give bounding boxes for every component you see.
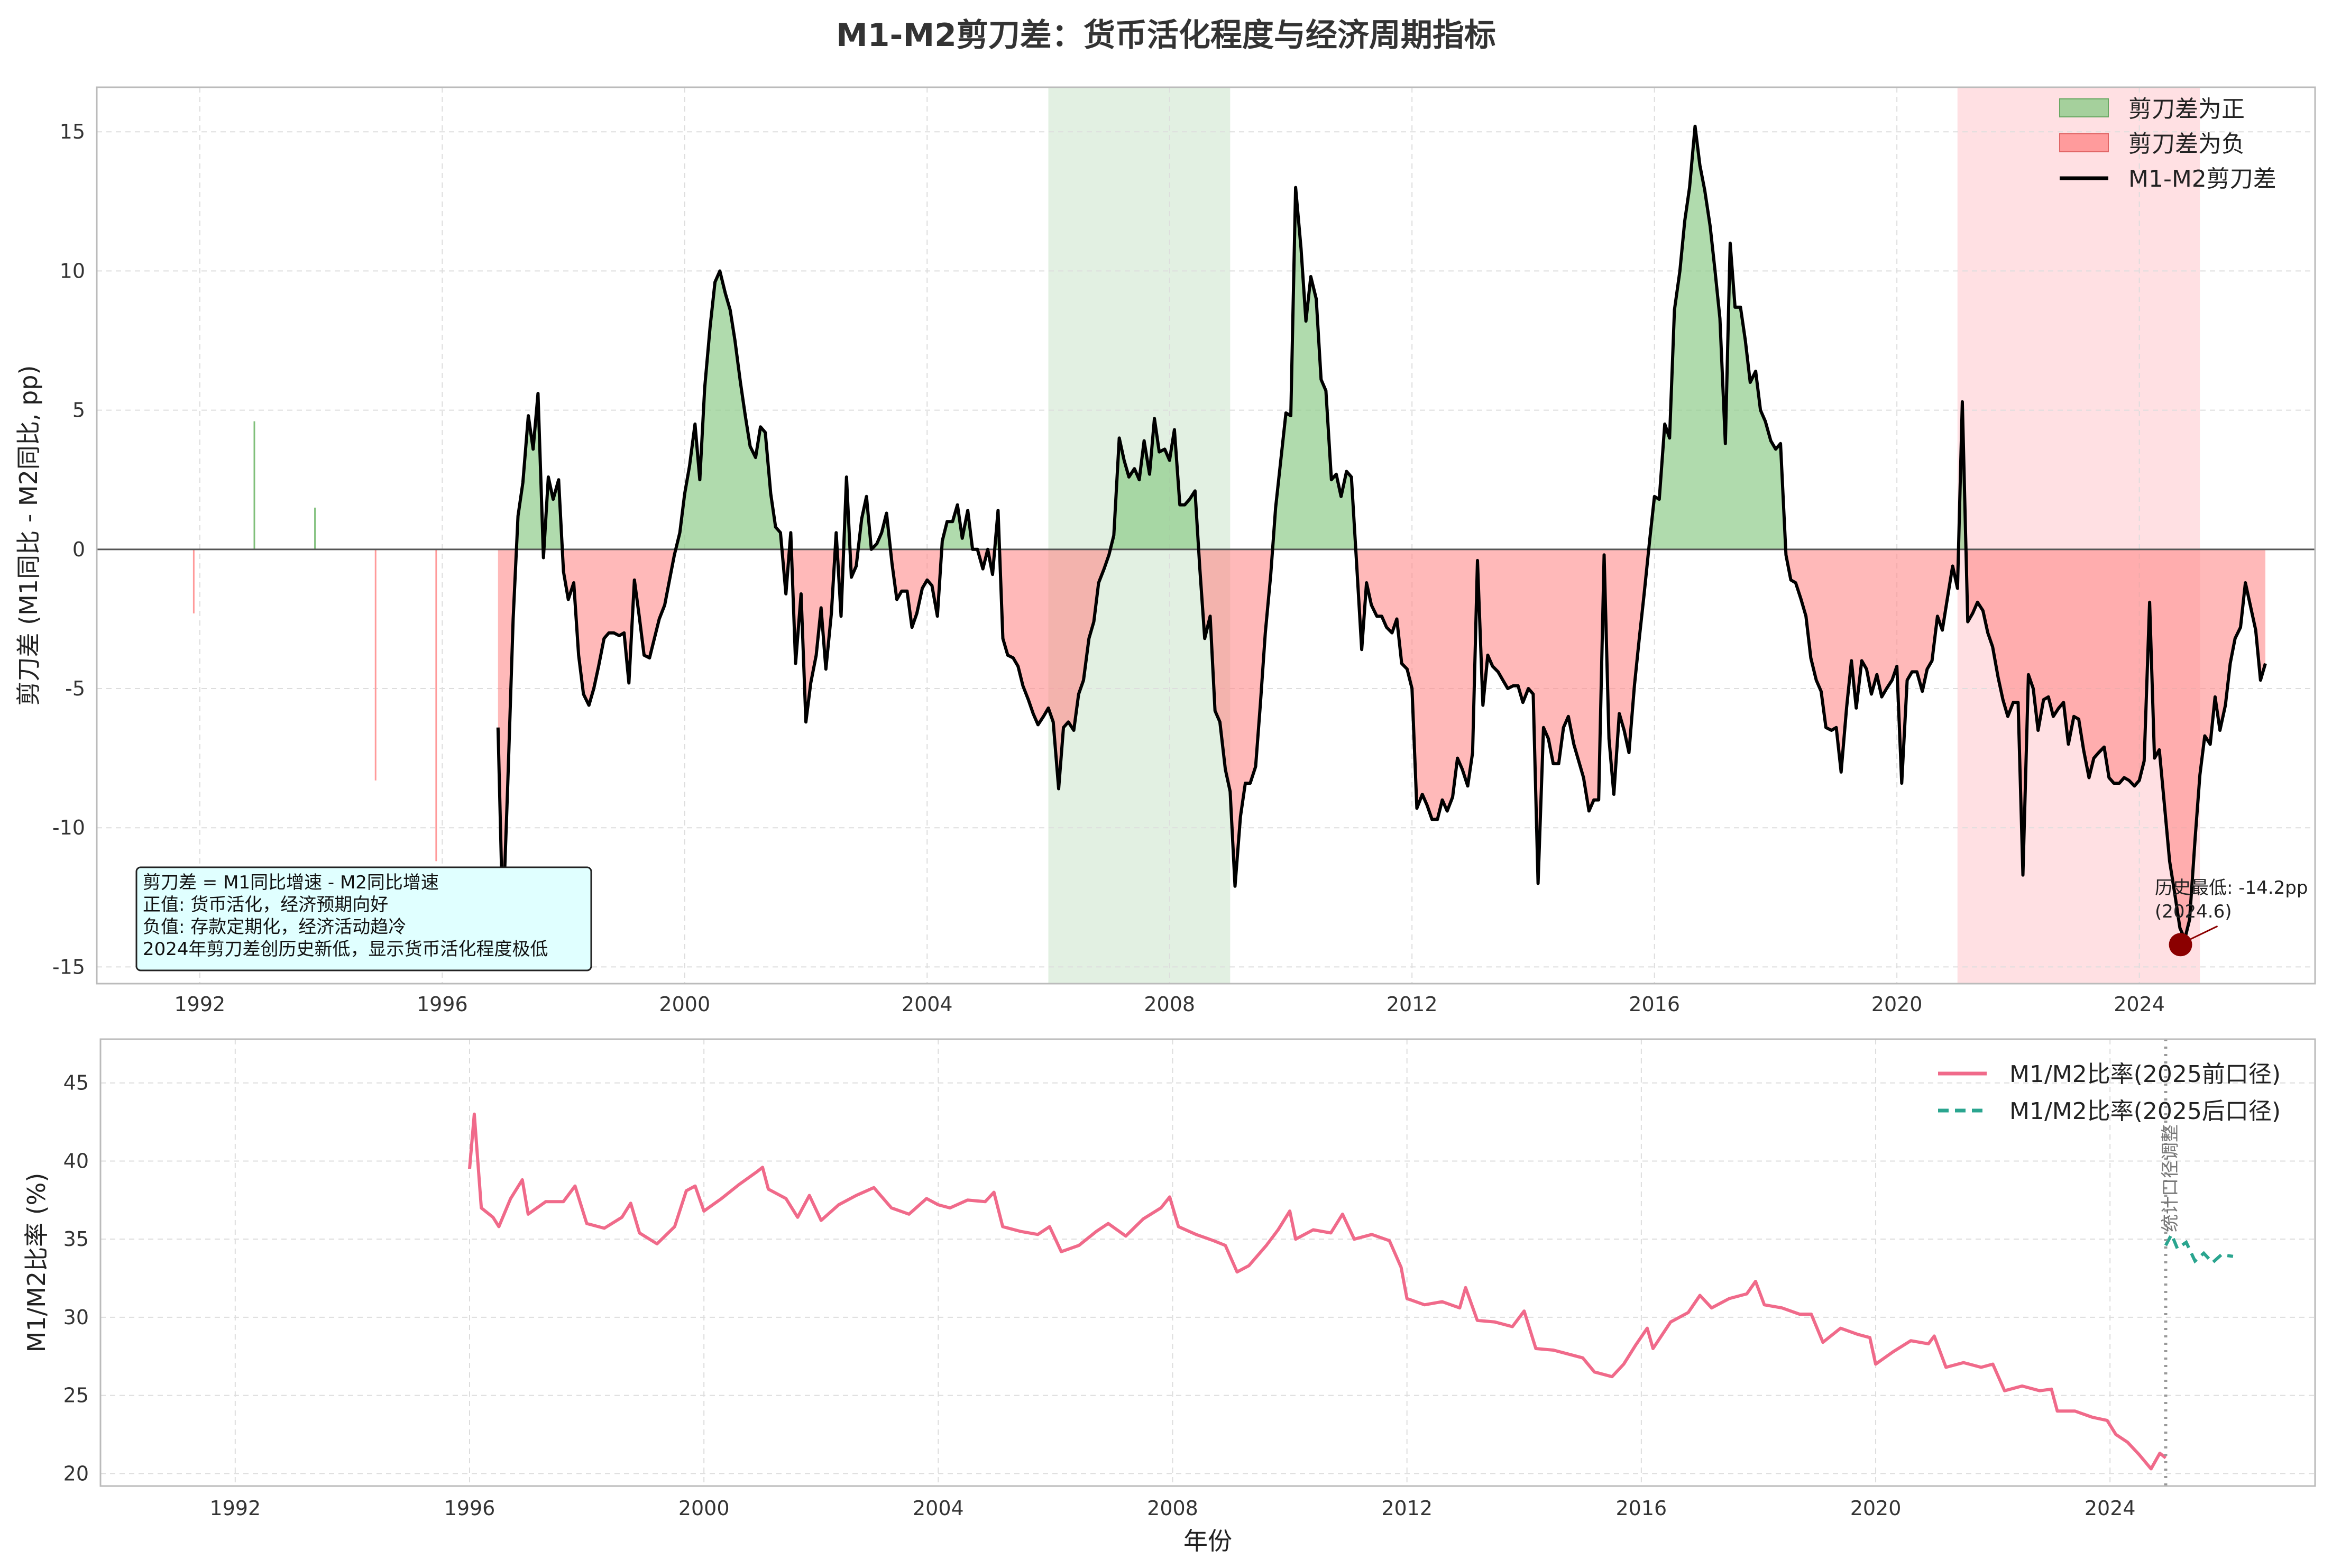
scissors-line xyxy=(496,124,2267,941)
legend-label: M1/M2比率(2025前口径) xyxy=(2009,1061,2281,1088)
y-axis-label: 剪刀差 (M1同比 - M2同比, pp) xyxy=(14,365,43,706)
info-box-line: 2024年剪刀差创历史新低，显示货币活化程度极低 xyxy=(143,939,548,960)
top-panel: 1992 1996 2000 2004 2008 2012 2016 2020 2024 -15 -… xyxy=(14,86,2316,1016)
x-tick-label: 1996 xyxy=(417,993,468,1016)
chart-title: M1-M2剪刀差：货币活化程度与经济周期指标 xyxy=(836,17,1496,54)
x-tick-label: 2008 xyxy=(1147,1497,1198,1520)
y-tick-label: 15 xyxy=(60,120,85,143)
y-tick-label: 35 xyxy=(63,1227,89,1251)
y-tick-label: -15 xyxy=(52,955,85,978)
x-tick-label: 2016 xyxy=(1616,1497,1667,1520)
y-tick-label: 25 xyxy=(63,1384,89,1407)
y-tick-label: 20 xyxy=(63,1462,89,1485)
x-tick-label: 2000 xyxy=(659,993,710,1016)
x-tick-label: 1992 xyxy=(209,1497,261,1520)
x-tick-label: 2020 xyxy=(1871,993,1923,1016)
x-tick-label: 1996 xyxy=(444,1497,495,1520)
info-box-line: 剪刀差 = M1同比增速 - M2同比增速 xyxy=(143,872,439,893)
y-axis-label: M1/M2比率 (%) xyxy=(22,1173,51,1353)
legend-label: 剪刀差为负 xyxy=(2128,131,2245,158)
info-box-line: 正值: 货币活化，经济预期向好 xyxy=(143,894,388,915)
x-tick-label: 2000 xyxy=(678,1497,730,1520)
x-tick-label: 2004 xyxy=(902,993,953,1016)
x-tick-label: 2012 xyxy=(1381,1497,1433,1520)
x-tick-label: 1992 xyxy=(174,993,225,1016)
y-tick-label: 30 xyxy=(63,1306,89,1329)
x-axis-label: 年份 xyxy=(1183,1527,1232,1555)
negative-area xyxy=(498,549,2266,939)
legend-label: M1-M2剪刀差 xyxy=(2128,166,2276,192)
caliber-change-label: 统计口径调整 xyxy=(2160,1124,2181,1232)
x-tick-label: 2004 xyxy=(913,1497,964,1520)
legend-label: M1/M2比率(2025后口径) xyxy=(2009,1098,2281,1125)
plot-frame-bottom xyxy=(99,1038,2316,1487)
legend-swatch-negative xyxy=(2059,133,2109,152)
plot-frame-top xyxy=(96,86,2316,985)
positive-area xyxy=(516,126,1966,549)
annotation-label: 历史最低: -14.2pp xyxy=(2155,877,2308,898)
min-point-marker xyxy=(2169,933,2192,957)
y-tick-label: 40 xyxy=(63,1149,89,1172)
x-tick-label: 2012 xyxy=(1387,993,1438,1016)
info-box-line: 负值: 存款定期化，经济活动趋冷 xyxy=(143,916,406,938)
legend-swatch-positive xyxy=(2059,98,2109,117)
x-tick-label: 2024 xyxy=(2114,993,2165,1016)
y-tick-label: 0 xyxy=(72,538,85,561)
y-tick-label: 5 xyxy=(72,399,85,422)
x-tick-label: 2016 xyxy=(1629,993,1680,1016)
annotation-arrow xyxy=(2189,925,2218,940)
ratio-line-pre2025 xyxy=(468,1112,2167,1471)
y-tick-label: -10 xyxy=(52,816,85,839)
shaded-period-2 xyxy=(1957,87,2200,984)
y-tick-label: 45 xyxy=(63,1071,89,1095)
x-tick-label: 2008 xyxy=(1144,993,1195,1016)
info-box xyxy=(135,866,592,971)
legend-label: 剪刀差为正 xyxy=(2128,96,2245,123)
x-tick-label: 2024 xyxy=(2085,1497,2136,1520)
y-tick-label: 10 xyxy=(60,259,85,282)
y-tick-label: -5 xyxy=(65,677,85,700)
x-tick-label: 2020 xyxy=(1850,1497,1902,1520)
plot-area-bottom xyxy=(100,1039,2315,1486)
ratio-line-post2025 xyxy=(2164,1231,2234,1265)
annotation-sublabel: (2024.6) xyxy=(2155,901,2232,922)
